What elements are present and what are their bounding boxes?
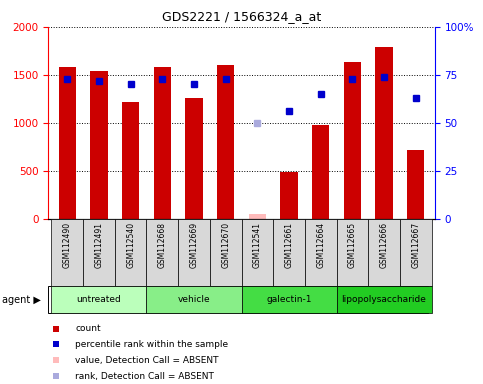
Bar (146, 286, 242, 313)
Text: GSM112540: GSM112540 (126, 222, 135, 268)
Text: GSM112664: GSM112664 (316, 222, 325, 268)
Bar (343, 62, 361, 219)
Bar (58, 67, 76, 219)
Bar (122, 102, 140, 219)
Bar (312, 125, 329, 219)
Bar (146, 219, 178, 286)
Text: GSM112666: GSM112666 (380, 222, 388, 268)
Bar (115, 219, 146, 286)
Bar (280, 172, 298, 219)
Text: galectin-1: galectin-1 (266, 295, 312, 304)
Bar (400, 219, 431, 286)
Text: percentile rank within the sample: percentile rank within the sample (75, 340, 228, 349)
Bar (210, 219, 242, 286)
Bar (407, 150, 425, 219)
Text: GSM112491: GSM112491 (95, 222, 103, 268)
Text: GSM112661: GSM112661 (284, 222, 294, 268)
Text: GSM112490: GSM112490 (63, 222, 72, 268)
Text: GSM112669: GSM112669 (189, 222, 199, 268)
Bar (368, 219, 400, 286)
Bar (337, 286, 431, 313)
Bar (242, 219, 273, 286)
Bar (217, 65, 234, 219)
Text: vehicle: vehicle (178, 295, 210, 304)
Bar (305, 219, 337, 286)
Bar (52, 219, 83, 286)
Text: lipopolysaccharide: lipopolysaccharide (341, 295, 426, 304)
Bar (154, 67, 171, 219)
Text: rank, Detection Call = ABSENT: rank, Detection Call = ABSENT (75, 372, 214, 381)
Bar (83, 219, 115, 286)
Text: GSM112667: GSM112667 (411, 222, 420, 268)
Bar (185, 98, 203, 219)
Text: count: count (75, 324, 101, 333)
Text: GSM112665: GSM112665 (348, 222, 357, 268)
Title: GDS2221 / 1566324_a_at: GDS2221 / 1566324_a_at (162, 10, 321, 23)
Text: GSM112670: GSM112670 (221, 222, 230, 268)
Bar (90, 71, 108, 219)
Text: untreated: untreated (77, 295, 121, 304)
Text: value, Detection Call = ABSENT: value, Detection Call = ABSENT (75, 356, 219, 365)
Bar (249, 214, 266, 219)
Bar (337, 219, 368, 286)
Bar (375, 47, 393, 219)
Bar (178, 219, 210, 286)
Bar (52, 286, 146, 313)
Text: GSM112541: GSM112541 (253, 222, 262, 268)
Bar (273, 219, 305, 286)
Text: GSM112668: GSM112668 (158, 222, 167, 268)
Bar (242, 286, 337, 313)
Text: agent ▶: agent ▶ (2, 295, 41, 305)
